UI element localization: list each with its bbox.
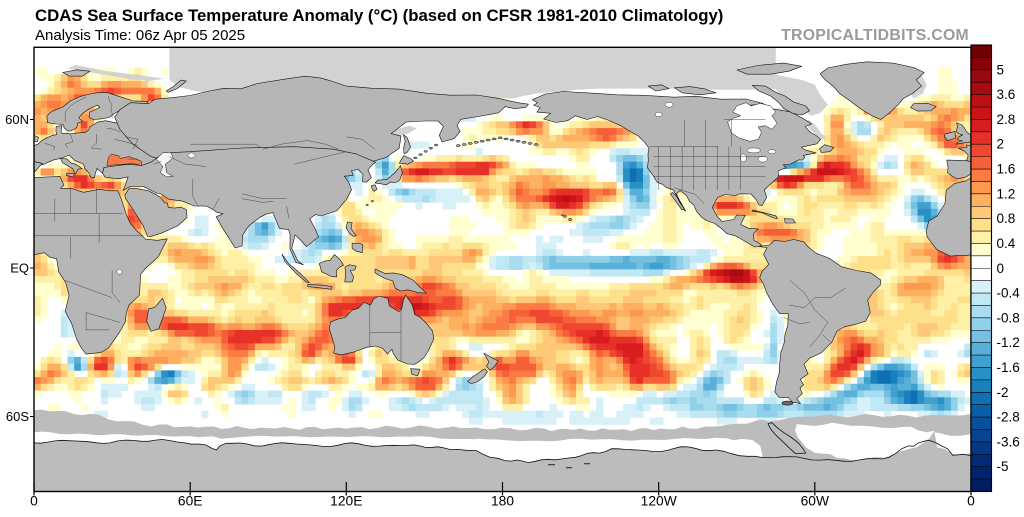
svg-text:-1.6: -1.6: [997, 360, 1020, 375]
svg-text:180: 180: [491, 494, 514, 509]
svg-text:-0.8: -0.8: [997, 310, 1020, 325]
svg-text:-2: -2: [997, 385, 1009, 400]
svg-text:TROPICALTIDBITS.COM: TROPICALTIDBITS.COM: [781, 27, 969, 44]
svg-text:120E: 120E: [330, 494, 362, 509]
svg-text:CDAS Sea Surface Temperature A: CDAS Sea Surface Temperature Anomaly (°C…: [35, 6, 723, 25]
svg-text:60E: 60E: [178, 494, 203, 509]
svg-text:1.2: 1.2: [997, 186, 1016, 201]
svg-text:60N: 60N: [5, 112, 29, 127]
svg-text:-3.6: -3.6: [997, 434, 1020, 449]
svg-text:0.8: 0.8: [997, 211, 1016, 226]
svg-text:3.6: 3.6: [997, 87, 1016, 102]
svg-text:-2.8: -2.8: [997, 410, 1020, 425]
svg-text:EQ: EQ: [10, 261, 29, 276]
svg-text:0: 0: [997, 261, 1005, 276]
svg-text:120W: 120W: [641, 494, 677, 509]
svg-text:5: 5: [997, 62, 1005, 77]
svg-text:-1.2: -1.2: [997, 335, 1020, 350]
svg-text:0.4: 0.4: [997, 236, 1016, 251]
svg-text:Analysis Time: 06z Apr 05 2025: Analysis Time: 06z Apr 05 2025: [35, 27, 245, 44]
svg-text:2: 2: [997, 137, 1005, 152]
svg-text:0: 0: [30, 494, 38, 509]
svg-text:60S: 60S: [6, 409, 29, 424]
svg-text:-0.4: -0.4: [997, 286, 1021, 301]
svg-text:0: 0: [967, 494, 975, 509]
svg-text:2.8: 2.8: [997, 112, 1016, 127]
svg-text:60W: 60W: [801, 494, 829, 509]
svg-text:1.6: 1.6: [997, 162, 1016, 177]
svg-text:-5: -5: [997, 459, 1009, 474]
